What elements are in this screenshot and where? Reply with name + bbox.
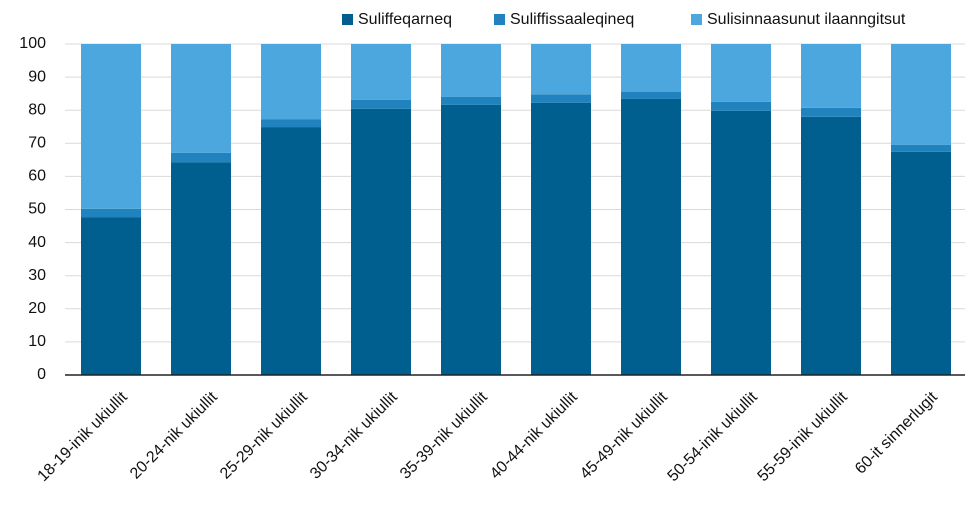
legend-label: Suliffissaaleqineq: [510, 11, 634, 28]
x-tick-label: 40-44-nik ukiullit: [487, 388, 581, 482]
bar-segment: [441, 104, 501, 376]
x-tick-label: 60-it sinnerlugit: [852, 388, 941, 477]
bar-segment: [621, 44, 681, 92]
legend-swatch: [691, 14, 702, 25]
bar-segment: [261, 127, 321, 376]
bar-segment: [531, 102, 591, 375]
legend-swatch: [494, 14, 505, 25]
x-tick-label: 25-29-nik ukiullit: [217, 388, 311, 482]
y-tick-label: 60: [28, 168, 46, 185]
x-tick-label: 45-49-nik ukiullit: [577, 388, 671, 482]
x-tick-label: 30-34-nik ukiullit: [307, 388, 401, 482]
bar-segment: [171, 162, 231, 375]
y-tick-label: 80: [28, 101, 46, 118]
bar-segment: [81, 44, 141, 209]
y-tick-label: 10: [28, 333, 46, 350]
bar-segment: [801, 44, 861, 108]
x-tick-label: 35-39-nik ukiullit: [397, 388, 491, 482]
bar-segment: [81, 217, 141, 375]
bar-segment: [891, 151, 951, 375]
bar-segment: [801, 107, 861, 117]
bar-segment: [351, 44, 411, 100]
bar-segment: [81, 208, 141, 218]
x-tick-label: 55-59-inik ukiullit: [755, 388, 852, 485]
bar-segment: [621, 91, 681, 99]
bar-segment: [531, 44, 591, 95]
bar-segment: [891, 144, 951, 152]
bar-segment: [261, 44, 321, 120]
y-tick-label: 100: [19, 35, 46, 52]
bar-segment: [171, 44, 231, 153]
bar-segment: [351, 99, 411, 109]
legend-swatch: [342, 14, 353, 25]
bar-segment: [261, 119, 321, 128]
x-tick-label: 20-24-nik ukiullit: [127, 388, 221, 482]
y-tick-label: 50: [28, 201, 46, 218]
bar-segment: [351, 108, 411, 375]
y-tick-label: 40: [28, 234, 46, 251]
y-tick-label: 30: [28, 267, 46, 284]
bar-segment: [621, 98, 681, 376]
bar-segment: [171, 152, 231, 163]
bar-segment: [711, 44, 771, 102]
y-tick-label: 70: [28, 135, 46, 152]
bar-segment: [891, 44, 951, 145]
y-tick-label: 0: [37, 366, 46, 383]
bar-segment: [441, 44, 501, 97]
bar-segment: [801, 116, 861, 375]
bar-segment: [711, 101, 771, 111]
x-tick-label: 18-19-inik ukiullit: [35, 388, 132, 485]
x-tick-label: 50-54-inik ukiullit: [665, 388, 762, 485]
bar-segment: [711, 110, 771, 375]
legend-label: Sulisinnaasunut ilaanngitsut: [707, 11, 906, 28]
legend-label: Suliffeqarneq: [358, 11, 452, 28]
y-tick-label: 90: [28, 68, 46, 85]
bar-segment: [441, 96, 501, 105]
bar-segment: [531, 94, 591, 103]
y-tick-label: 20: [28, 300, 46, 317]
